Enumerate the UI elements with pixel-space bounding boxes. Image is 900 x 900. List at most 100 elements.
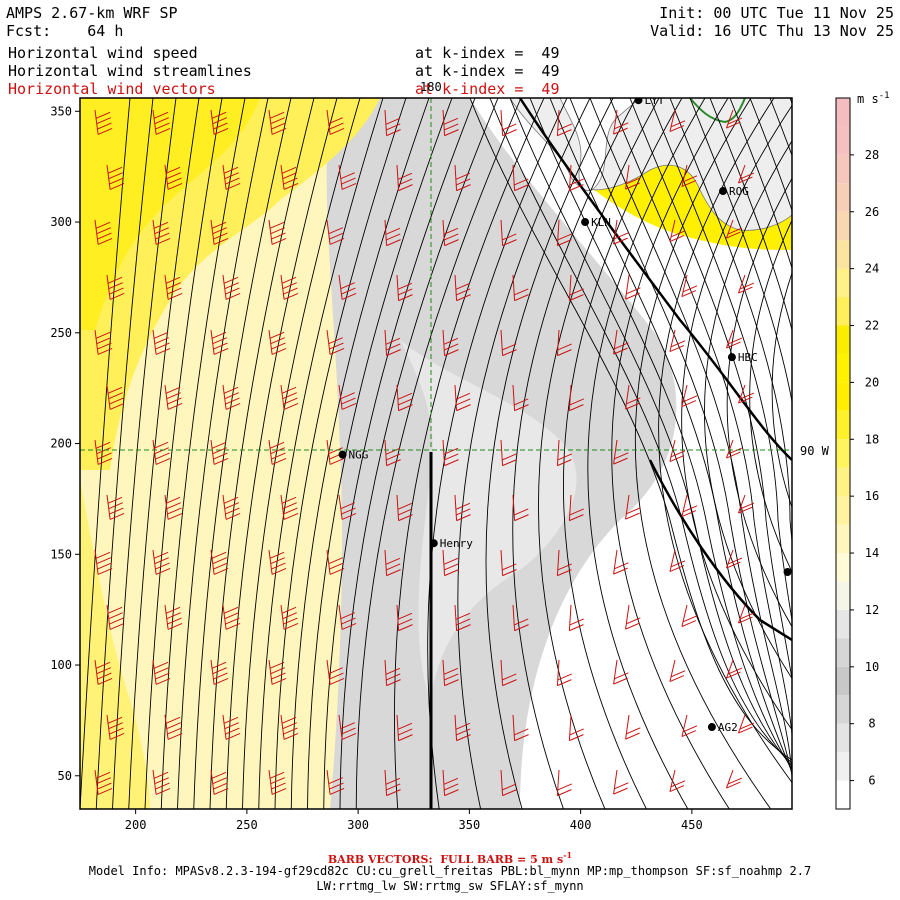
wind-barb-flag [223, 716, 239, 724]
wind-barb-flag [455, 502, 471, 510]
wind-barb-flag [613, 787, 628, 795]
wind-barb [568, 494, 584, 522]
wind-barb-flag [107, 166, 123, 174]
wind-barb-flag [283, 512, 299, 520]
wind-barb-flag [223, 496, 239, 504]
wind-barb-shaft [152, 219, 157, 245]
wind-barb-flag [341, 182, 357, 190]
wind-barb [625, 604, 641, 630]
wind-barb-flag [224, 612, 239, 620]
station-marker [338, 450, 347, 459]
wind-barb-shaft [681, 604, 688, 627]
wind-barb-flag [727, 227, 743, 235]
wind-barb-flag [153, 221, 169, 229]
wind-barb-shaft [512, 604, 516, 631]
wind-barb-flag [211, 221, 227, 229]
wind-barb-flag [669, 455, 685, 463]
wind-barb-flag [282, 722, 297, 730]
wind-barb-shaft [106, 164, 111, 190]
wind-barb-shaft [556, 109, 560, 136]
wind-barb-shaft [106, 274, 111, 300]
wind-barb-flag [109, 292, 125, 300]
wind-barb-flag [670, 670, 686, 678]
wind-barb-flag [328, 447, 343, 455]
fcst-label: Fcst: [6, 22, 52, 40]
colorbar-frame [835, 97, 851, 810]
wind-barb-shaft [681, 164, 688, 187]
wind-barb-flag [502, 233, 517, 241]
wind-barb-shaft [669, 659, 676, 682]
wind-barb-flag [329, 457, 345, 465]
wind-barb-flag [569, 618, 584, 626]
wind-barb-shaft [280, 164, 285, 190]
wind-barb [568, 604, 584, 632]
wind-barb-flag [211, 771, 227, 779]
station-henry: Henry [429, 537, 473, 550]
wind-barb-flag [269, 771, 285, 779]
wind-barb-shaft [152, 109, 157, 135]
station-kln: KLN [581, 216, 611, 229]
wind-barb [500, 329, 517, 357]
wind-barb [500, 659, 517, 687]
wind-barb-flag [97, 452, 112, 460]
wind-barb-flag [271, 122, 286, 130]
wind-barb [613, 219, 629, 245]
wind-barb-shaft [625, 714, 630, 740]
wind-barb-flag [738, 506, 753, 514]
wind-barb-flag [341, 622, 357, 630]
wind-barb-flag [225, 727, 240, 735]
wind-barb-shaft [556, 659, 560, 686]
streamline [689, 98, 792, 793]
wind-barb-flag [282, 282, 297, 290]
wind-barb-shaft [725, 219, 734, 239]
wind-barb-flag [213, 677, 229, 685]
wind-barb-flag [224, 502, 239, 510]
wind-barb-shaft [737, 164, 746, 184]
wind-barb-flag [269, 661, 285, 669]
wind-barb-shaft [454, 274, 458, 301]
wind-barb-flag [108, 392, 123, 400]
wind-barb [681, 384, 698, 408]
wind-barb-shaft [94, 219, 99, 245]
wind-barb-flag [557, 563, 572, 571]
wind-barb-flag [514, 624, 529, 632]
wind-barb-flag [557, 459, 572, 467]
wind-barb [384, 329, 401, 357]
wind-barb-flag [109, 507, 124, 515]
wind-barb-flag [107, 606, 123, 614]
wind-barb-flag [155, 127, 171, 135]
wind-barb-flag [167, 727, 182, 735]
wind-barb-flag [328, 337, 343, 345]
colorbar-segment [836, 183, 850, 212]
init-time: Init: 00 UTC Tue 11 Nov 25 [659, 4, 894, 22]
wind-barb-shaft [94, 549, 99, 575]
wind-barb [326, 439, 345, 465]
wind-barb-flag [154, 447, 169, 455]
colorbar-segment [836, 211, 850, 241]
y-tick-label: 150 [50, 547, 72, 561]
wind-barb [222, 494, 241, 520]
wind-barb-shaft [512, 714, 516, 741]
wind-barb-shaft [326, 329, 331, 355]
wind-barb-flag [738, 176, 753, 184]
wind-barb-shaft [164, 384, 169, 410]
wind-barb-shaft [326, 549, 331, 575]
wind-barb-shaft [210, 659, 215, 685]
wind-barb-flag [224, 722, 239, 730]
streamline [611, 98, 730, 809]
y-tick-label: 350 [50, 104, 72, 118]
streamline [307, 98, 453, 809]
wind-barb [737, 714, 755, 734]
wind-barb-flag [283, 182, 299, 190]
station-label: Henry [440, 537, 473, 550]
wind-barb-flag [167, 292, 183, 300]
wind-barb [164, 164, 183, 190]
wind-barb-flag [270, 777, 285, 785]
wind-barb-flag [443, 337, 459, 345]
wind-barb-shaft [568, 494, 572, 521]
wind-barb [512, 274, 529, 302]
wind-barb [737, 274, 755, 294]
map-area: LYT ROG KLN HBC NGG Henry AG2 [80, 98, 792, 809]
wind-barb-flag [514, 728, 529, 736]
wind-barb-flag [213, 127, 229, 135]
